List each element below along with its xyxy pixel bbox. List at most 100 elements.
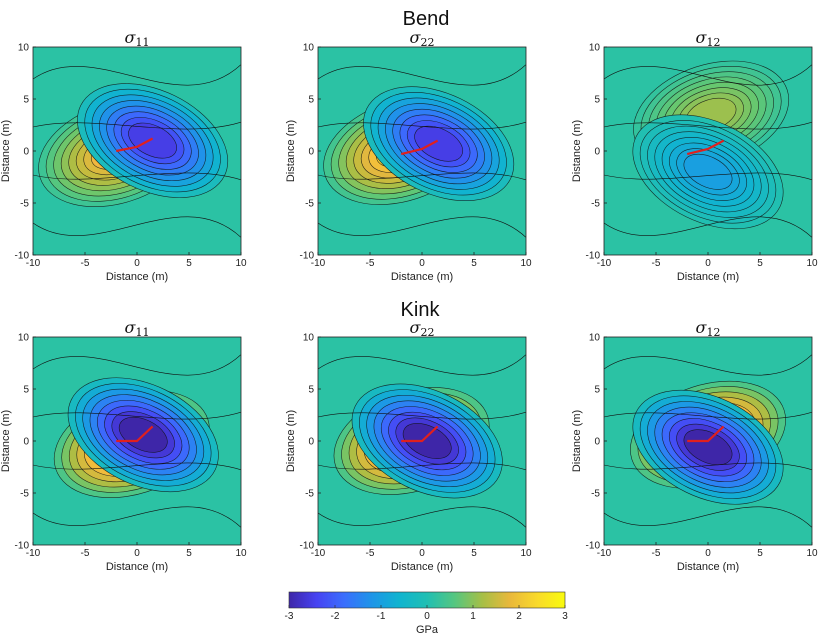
panel-bend-1: -10 -5 0 5 10 10 5 0 -5 -10 Distance (m) Distance (… — [285, 28, 532, 283]
colorbar-tick-label: 1 — [470, 611, 476, 622]
y-tick-label: -10 — [586, 251, 601, 262]
x-axis-label: Distance (m) — [391, 271, 453, 283]
y-tick-label: 5 — [308, 385, 314, 396]
sigma-subscript: 11 — [135, 36, 149, 49]
x-tick-label: 10 — [235, 548, 247, 559]
contour-line — [318, 64, 526, 86]
contour-line — [318, 354, 526, 376]
contour-line — [318, 411, 526, 420]
contour-line — [33, 216, 241, 238]
panel-grid: -10 -5 0 5 10 10 5 0 -5 -10 Distance (m) Distance (… — [0, 28, 818, 573]
contour-line — [318, 506, 526, 528]
y-tick-label: -10 — [586, 541, 601, 552]
x-axis-label: Distance (m) — [391, 561, 453, 573]
y-tick-label: 10 — [589, 43, 601, 54]
sigma-subscript: 22 — [420, 326, 434, 339]
y-tick-label: 0 — [23, 437, 29, 448]
y-tick-label: 5 — [308, 95, 314, 106]
contour-line — [33, 411, 241, 420]
x-tick-label: 10 — [806, 258, 818, 269]
colorbar-ticks: -3 -2 -1 0 1 2 3 — [285, 605, 568, 622]
x-tick-label: -5 — [81, 548, 90, 559]
contour-line — [604, 64, 812, 86]
panel-title: σ11 — [125, 318, 150, 339]
colorbar-tick-label: 2 — [516, 611, 522, 622]
x-tick-label: -5 — [652, 258, 661, 269]
y-tick-label: 0 — [594, 437, 600, 448]
x-tick-label: -10 — [311, 548, 326, 559]
contour-line — [604, 411, 812, 420]
row-title-kink: Kink — [401, 299, 441, 321]
contour-lobe — [414, 125, 463, 162]
fault-trace — [401, 425, 439, 443]
sigma-subscript: 22 — [420, 36, 434, 49]
panel-title: σ22 — [410, 28, 435, 49]
stress-lobes — [323, 86, 515, 205]
y-axis-label: Distance (m) — [0, 120, 12, 182]
stress-lobes — [630, 380, 786, 505]
y-tick-label: -10 — [15, 541, 30, 552]
y-tick-label: 5 — [594, 385, 600, 396]
contour-line — [604, 506, 812, 528]
y-axis-label: Distance (m) — [285, 120, 297, 182]
colorbar-tick-label: -2 — [331, 611, 340, 622]
y-axis-label: Distance (m) — [571, 120, 583, 182]
panel-kink-4: -10 -5 0 5 10 10 5 0 -5 -10 Distance (m) Distance (… — [285, 318, 532, 573]
sigma-subscript: 12 — [706, 36, 720, 49]
stress-lobes — [632, 60, 790, 230]
x-tick-label: 0 — [134, 258, 140, 269]
y-tick-label: 5 — [23, 385, 29, 396]
y-tick-label: 0 — [23, 147, 29, 158]
x-tick-label: 10 — [235, 258, 247, 269]
panel-title: σ11 — [125, 28, 150, 49]
fault-trace — [400, 139, 439, 156]
x-tick-label: 0 — [419, 548, 425, 559]
x-tick-label: 5 — [186, 258, 192, 269]
y-tick-label: 10 — [303, 333, 315, 344]
panel-title: σ22 — [410, 318, 435, 339]
contour-lobe — [128, 122, 177, 159]
y-tick-label: 0 — [308, 437, 314, 448]
x-axis-label: Distance (m) — [677, 561, 739, 573]
x-tick-label: -10 — [597, 548, 612, 559]
panel-bend-0: -10 -5 0 5 10 10 5 0 -5 -10 Distance (m) Distance (… — [0, 28, 247, 283]
fault-trace — [116, 425, 154, 443]
colorbar-tick-label: 0 — [424, 611, 430, 622]
colorbar-tick-label: -3 — [285, 611, 294, 622]
y-tick-label: -10 — [300, 251, 315, 262]
contour-line — [604, 354, 812, 376]
contour-line — [604, 216, 812, 238]
contour-line — [318, 121, 526, 130]
x-tick-label: -5 — [366, 258, 375, 269]
y-tick-label: -5 — [20, 199, 29, 210]
y-tick-label: -10 — [15, 251, 30, 262]
x-tick-label: 0 — [705, 548, 711, 559]
y-axis-label: Distance (m) — [285, 410, 297, 472]
y-tick-label: -10 — [300, 541, 315, 552]
contour-line — [604, 462, 812, 471]
sigma-symbol: σ — [696, 318, 708, 337]
contour-line — [604, 121, 812, 130]
contour-line — [604, 172, 812, 181]
y-tick-label: -5 — [20, 489, 29, 500]
x-tick-label: 10 — [806, 548, 818, 559]
y-tick-label: 0 — [308, 147, 314, 158]
contour-line — [318, 172, 526, 181]
contour-line — [318, 462, 526, 471]
x-tick-label: -10 — [26, 258, 41, 269]
x-tick-label: 5 — [471, 258, 477, 269]
y-tick-label: 0 — [594, 147, 600, 158]
y-tick-label: 5 — [594, 95, 600, 106]
y-tick-label: 10 — [18, 333, 30, 344]
y-axis-label: Distance (m) — [0, 410, 12, 472]
panel-bend-2: -10 -5 0 5 10 10 5 0 -5 -10 Distance (m) Distance (… — [571, 28, 818, 283]
sigma-subscript: 11 — [135, 326, 149, 339]
colorbar-label: GPa — [416, 624, 439, 636]
contour-line — [33, 354, 241, 376]
x-tick-label: 5 — [186, 548, 192, 559]
fault-trace — [115, 137, 154, 153]
sigma-symbol: σ — [125, 28, 137, 47]
x-axis-label: Distance (m) — [106, 271, 168, 283]
sigma-symbol: σ — [696, 28, 708, 47]
